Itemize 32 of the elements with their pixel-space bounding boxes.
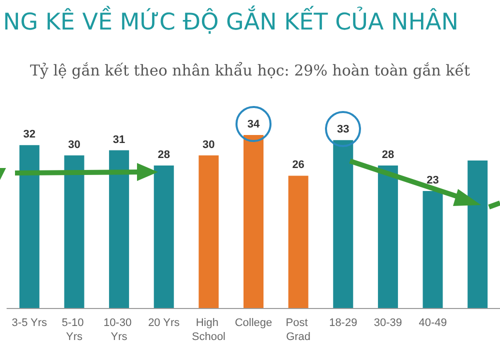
bar bbox=[19, 145, 40, 308]
bar bbox=[109, 150, 130, 308]
bar bbox=[333, 140, 354, 308]
bar bbox=[64, 155, 84, 308]
data-label: 30 bbox=[202, 138, 215, 151]
x-tick-label: 5-10 Yrs bbox=[62, 317, 87, 343]
x-tick-label: 18-29 bbox=[329, 317, 358, 329]
bar bbox=[198, 155, 219, 308]
data-label: 33 bbox=[337, 124, 350, 136]
bar bbox=[244, 135, 264, 308]
x-tick-label: 40-49 bbox=[418, 317, 447, 329]
data-label: 28 bbox=[158, 149, 170, 162]
bar bbox=[422, 190, 443, 308]
data-label: 31 bbox=[112, 134, 126, 146]
data-label: 30 bbox=[68, 138, 80, 151]
x-tick-label: Post Grad bbox=[286, 317, 311, 343]
data-label: 34 bbox=[247, 118, 260, 130]
x-tick-label: 20 Yrs bbox=[148, 317, 180, 329]
chart-title: NG KÊ VỀ MỨC ĐỘ GẮN KẾT CỦA NHÂN bbox=[3, 4, 458, 36]
data-label: 23 bbox=[426, 174, 439, 186]
bar bbox=[288, 176, 308, 308]
data-label: 32 bbox=[23, 128, 36, 141]
data-label: 28 bbox=[382, 149, 394, 162]
x-tick-label: High School bbox=[192, 317, 226, 343]
x-tick-label: 3-5 Yrs bbox=[12, 317, 48, 329]
x-tick-label: 10-30 Yrs bbox=[103, 317, 135, 343]
chart-subtitle: Tỷ lệ gắn kết theo nhân khẩu học: 29% hoàn toàn gắn kết bbox=[30, 62, 470, 80]
x-tick-label: College bbox=[234, 317, 272, 329]
bar bbox=[378, 166, 398, 308]
x-tick-label: 30-39 bbox=[374, 317, 402, 329]
data-label: 26 bbox=[292, 159, 304, 172]
bar bbox=[154, 166, 174, 308]
